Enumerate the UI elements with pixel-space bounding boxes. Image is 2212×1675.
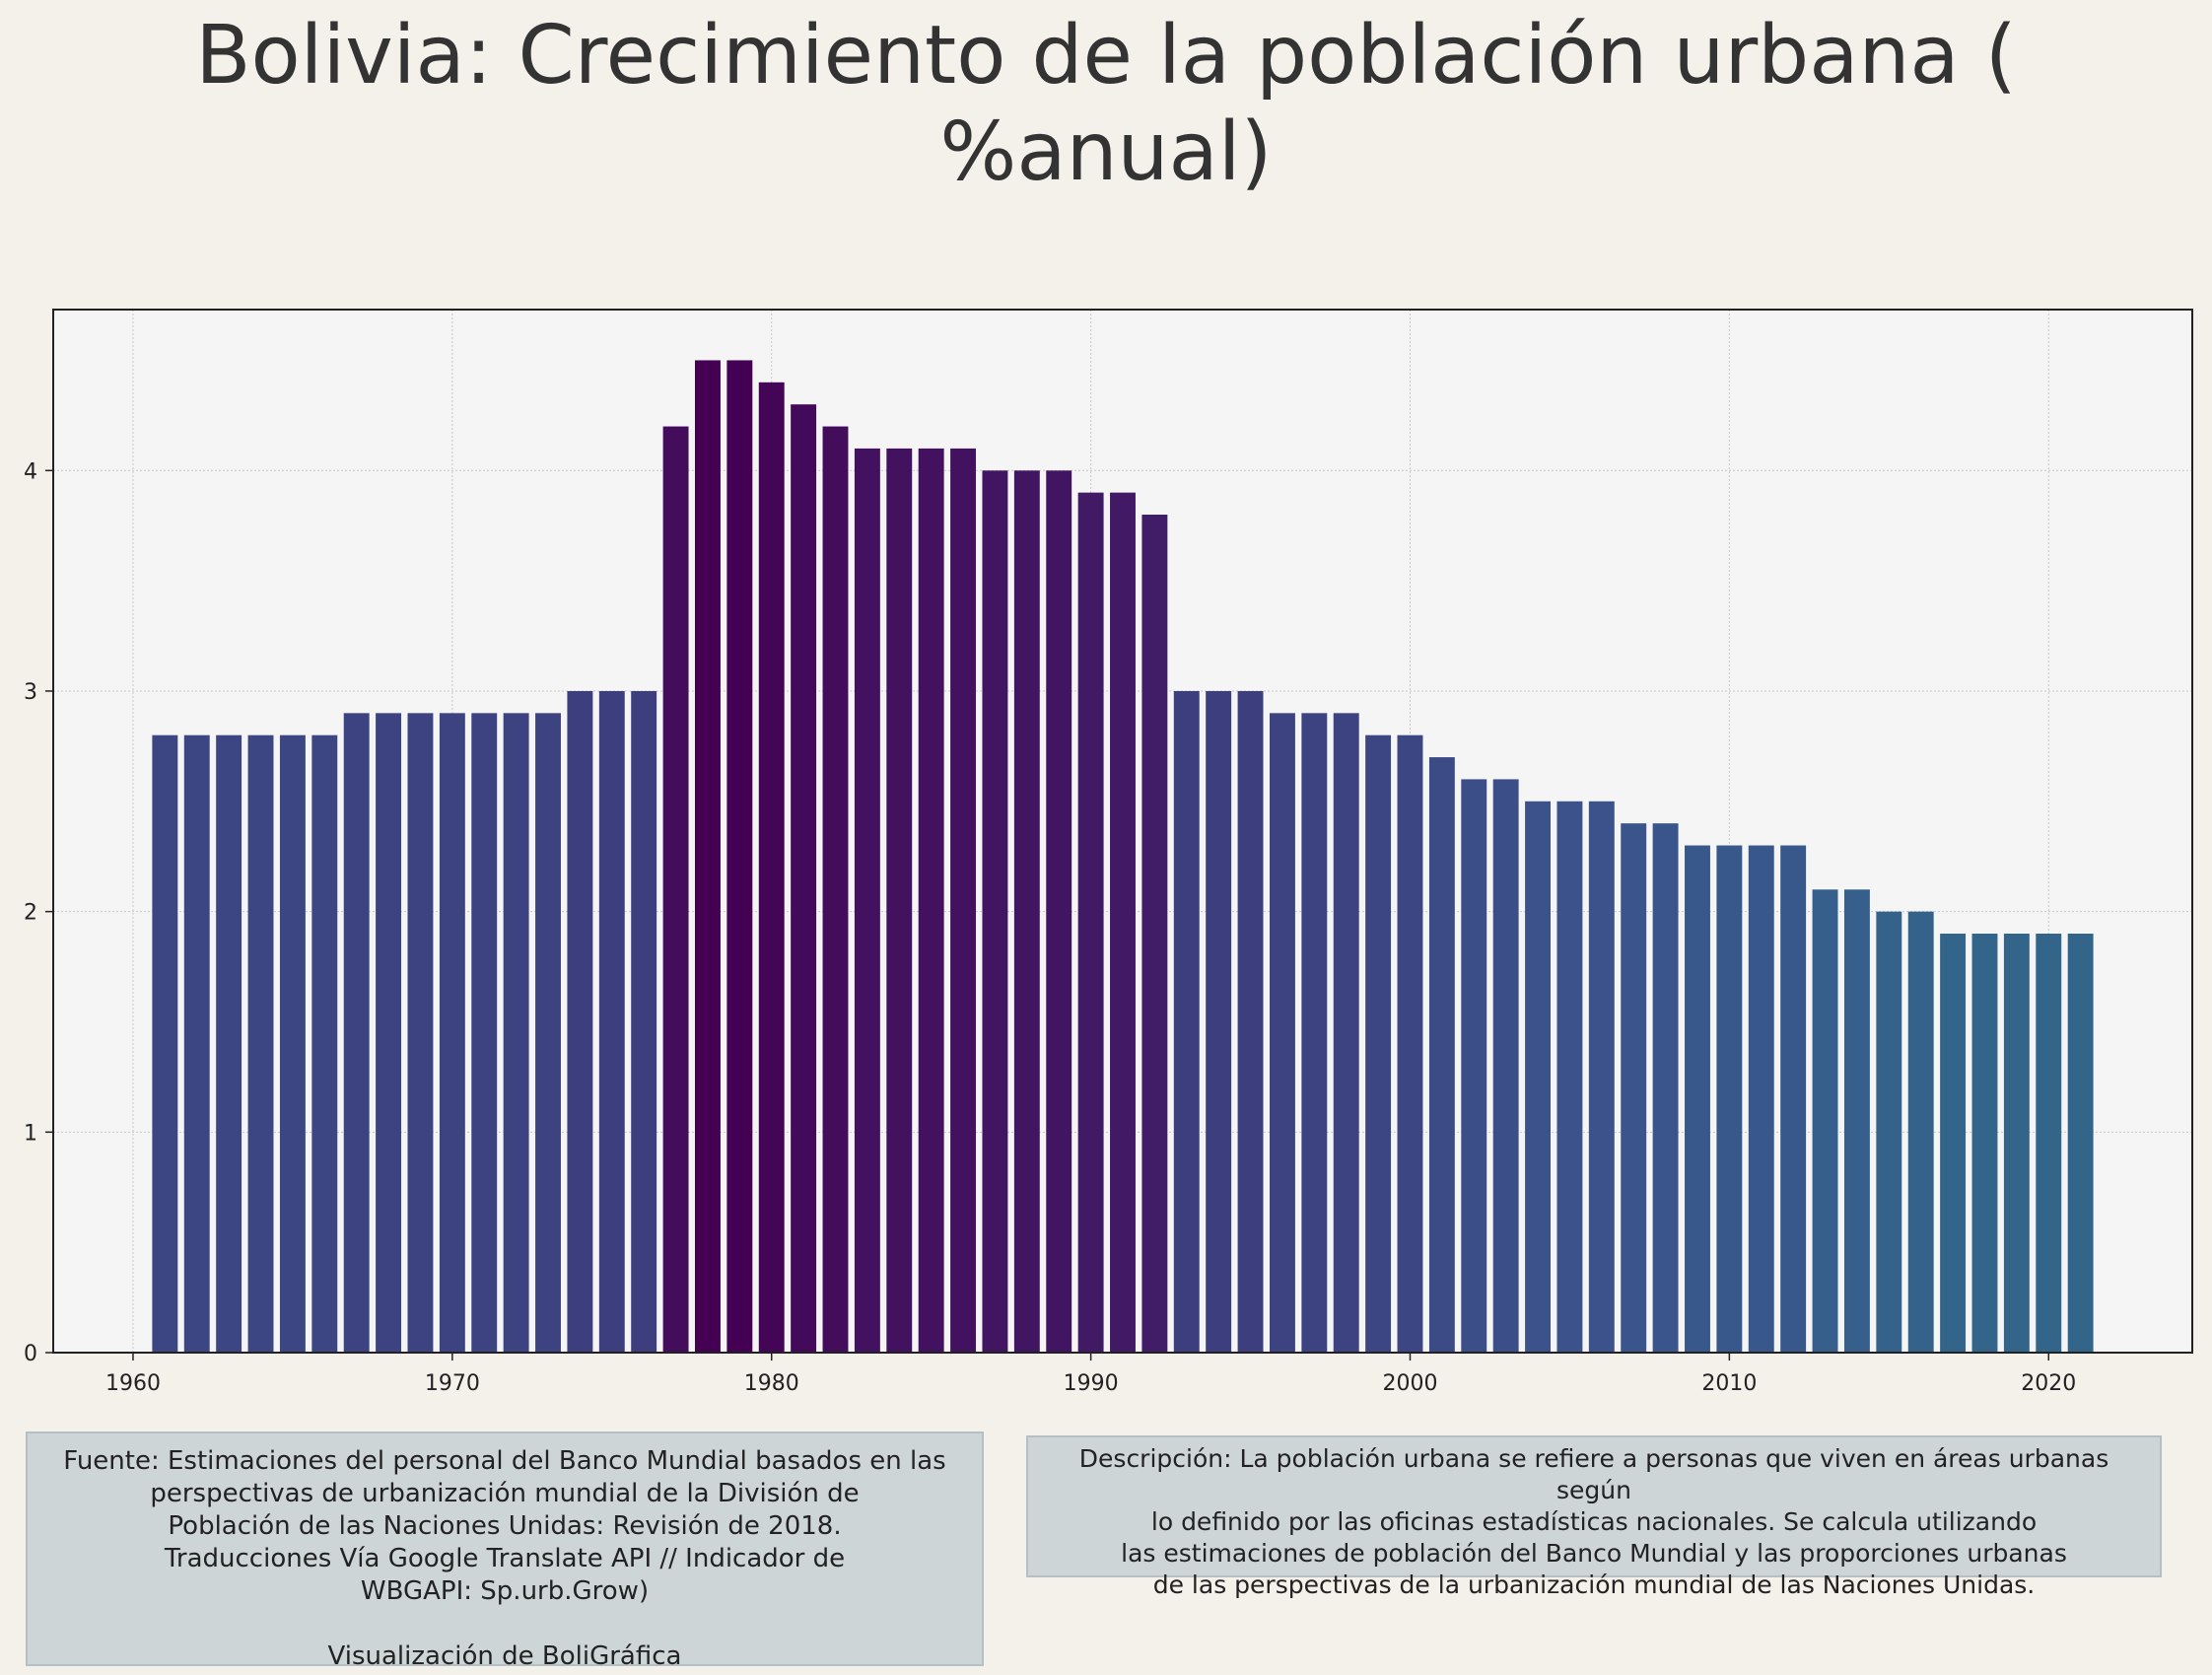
bar xyxy=(1428,757,1455,1353)
bar xyxy=(1907,911,1934,1353)
bar xyxy=(216,734,242,1353)
bar xyxy=(1173,690,1200,1353)
bar xyxy=(1843,889,1870,1353)
bar-chart: 1960 1970 1980 1990 2000 2010 2020 0 1 2 3 4 xyxy=(24,309,2193,1396)
bar xyxy=(1685,845,1710,1353)
bar xyxy=(1492,779,1519,1353)
bar xyxy=(1556,801,1583,1353)
bar xyxy=(503,713,529,1353)
bar xyxy=(1077,492,1104,1353)
x-tick-label: 2000 xyxy=(1382,1371,1437,1396)
bar xyxy=(886,448,913,1353)
bar xyxy=(1971,934,1998,1353)
bar xyxy=(1301,713,1328,1353)
bar xyxy=(695,360,721,1354)
x-tick-label: 1970 xyxy=(425,1371,480,1396)
x-tick-label: 2020 xyxy=(2021,1371,2076,1396)
source-line: Traducciones Vía Google Translate API //… xyxy=(164,1544,846,1573)
bar xyxy=(982,470,1008,1353)
y-tick-label: 2 xyxy=(24,901,37,926)
bar xyxy=(1046,470,1072,1353)
bar xyxy=(471,713,498,1353)
bar xyxy=(1748,845,1774,1353)
bar xyxy=(279,734,306,1353)
y-tick-label: 4 xyxy=(24,459,37,484)
bar xyxy=(407,713,434,1353)
bar xyxy=(662,426,689,1353)
bar xyxy=(2036,934,2062,1353)
bar xyxy=(1652,823,1679,1353)
bar xyxy=(376,713,402,1353)
source-line: WBGAPI: Sp.urb.Grow) xyxy=(360,1576,650,1606)
x-tick-label: 1980 xyxy=(744,1371,799,1396)
bar xyxy=(950,448,977,1353)
chart-title-line-1: Bolivia: Crecimiento de la población urb… xyxy=(195,9,2017,103)
x-tick-label: 1990 xyxy=(1064,1371,1119,1396)
chart-title-line-2: %anual) xyxy=(939,105,1273,199)
bar xyxy=(854,448,880,1353)
bar xyxy=(1780,845,1807,1353)
source-line: perspectivas de urbanización mundial de … xyxy=(150,1479,860,1508)
chart-title: Bolivia: Crecimiento de la población urb… xyxy=(0,8,2212,201)
bar xyxy=(152,734,178,1353)
bar xyxy=(1110,492,1136,1353)
source-box: Fuente: Estimaciones del personal del Ba… xyxy=(26,1431,984,1671)
x-tick-label: 1960 xyxy=(105,1371,161,1396)
y-tick-label: 3 xyxy=(24,680,37,705)
plot-frame xyxy=(52,309,2193,1354)
bar xyxy=(535,713,561,1353)
bar xyxy=(1013,470,1040,1353)
bar xyxy=(2067,934,2094,1353)
bar xyxy=(1365,734,1392,1353)
bar xyxy=(631,690,657,1353)
bar xyxy=(726,360,753,1354)
visualization-credit: Visualización de BoliGráfica xyxy=(327,1641,682,1671)
description-box: Descripción: La población urbana se refi… xyxy=(1026,1435,2162,1599)
bar xyxy=(439,713,465,1353)
bar xyxy=(758,382,785,1353)
bar xyxy=(1588,801,1615,1353)
description-line: las estimaciones de población del Banco … xyxy=(1121,1539,2067,1568)
bar xyxy=(311,734,338,1353)
source-line: Población de las Naciones Unidas: Revisi… xyxy=(168,1511,842,1541)
bar xyxy=(1461,779,1487,1353)
bar xyxy=(183,734,210,1353)
description-line: lo definido por las oficinas estadística… xyxy=(1150,1507,2038,1536)
bar xyxy=(1940,934,1967,1353)
bar xyxy=(1716,845,1743,1353)
bar xyxy=(1876,911,1902,1353)
bar xyxy=(1333,713,1359,1353)
bar xyxy=(567,690,593,1353)
source-line: Fuente: Estimaciones del personal del Ba… xyxy=(63,1446,946,1476)
bar xyxy=(1206,690,1232,1353)
bar xyxy=(1397,734,1423,1353)
y-tick-label: 1 xyxy=(24,1121,37,1146)
bar xyxy=(1237,690,1264,1353)
bar xyxy=(1141,515,1168,1353)
bar xyxy=(791,404,817,1353)
bar xyxy=(1525,801,1551,1353)
bars xyxy=(152,360,2094,1354)
bar xyxy=(918,448,944,1353)
bar xyxy=(1621,823,1647,1353)
x-tick-label: 2010 xyxy=(1701,1371,1757,1396)
bar xyxy=(343,713,370,1353)
y-tick-label: 0 xyxy=(24,1342,37,1366)
description-line: de las perspectivas de la urbanización m… xyxy=(1152,1570,2036,1599)
bar xyxy=(2003,934,2030,1353)
bar xyxy=(598,690,625,1353)
bar xyxy=(1812,889,1838,1353)
description-line: Descripción: La población urbana se refi… xyxy=(1078,1444,2109,1504)
bar xyxy=(247,734,274,1353)
bar xyxy=(822,426,849,1353)
axis-ticks: 1960 1970 1980 1990 2000 2010 2020 0 1 2 3 4 xyxy=(24,459,2076,1396)
bar xyxy=(1269,713,1295,1353)
